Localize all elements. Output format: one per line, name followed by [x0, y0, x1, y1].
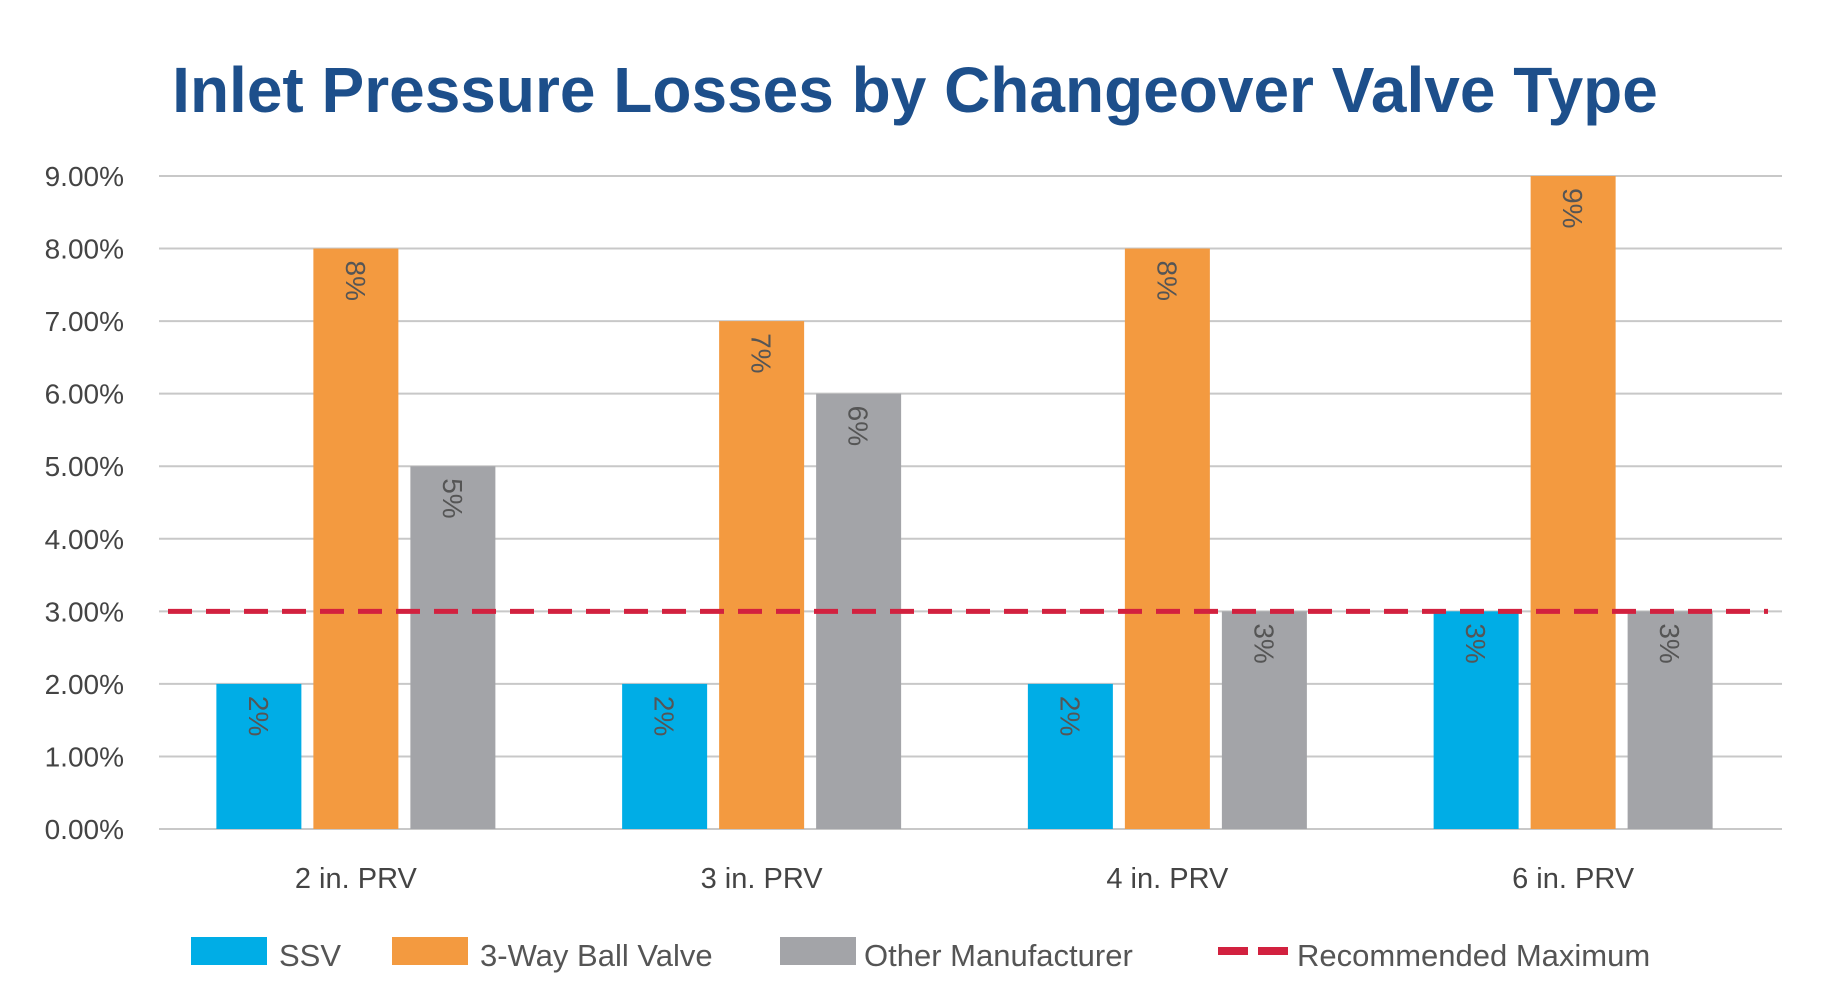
- bar-3-way-ball-valve: [313, 248, 399, 830]
- data-label: 8%: [1151, 261, 1182, 301]
- y-axis-ticks: 0.00% 1.00% 2.00% 3.00% 4.00% 5.00% 6.00% 7.00%…: [45, 161, 124, 845]
- x-category-label: 4 in. PRV: [1106, 863, 1229, 895]
- data-label: 3%: [1248, 623, 1279, 663]
- data-label: 3%: [1654, 623, 1685, 663]
- data-label: 6%: [843, 406, 874, 446]
- data-label: 5%: [437, 478, 468, 518]
- data-label: 7%: [746, 333, 777, 373]
- bars: 2% 8% 5% 2% 7% 6% 2% 8% 3% 3% 9% 3%: [216, 176, 1713, 830]
- bar-ssv: [216, 683, 302, 829]
- legend-label: Other Manufacturer: [864, 938, 1133, 973]
- data-label: 3%: [1460, 623, 1491, 663]
- x-category-label: 3 in. PRV: [701, 863, 824, 895]
- data-label: 8%: [340, 261, 371, 301]
- y-tick-label: 5.00%: [45, 451, 124, 482]
- chart-title: Inlet Pressure Losses by Changeover Valv…: [172, 54, 1658, 126]
- legend-swatch: [392, 937, 468, 965]
- data-label: 9%: [1557, 188, 1588, 228]
- bar-3-way-ball-valve: [1124, 248, 1210, 830]
- y-tick-label: 6.00%: [45, 379, 124, 410]
- legend-label: SSV: [279, 938, 341, 973]
- bar-other-manufacturer: [1221, 611, 1307, 829]
- x-category-label: 6 in. PRV: [1512, 863, 1635, 895]
- bar-3-way-ball-valve: [1530, 176, 1616, 829]
- legend: SSV 3-Way Ball Valve Other Manufacturer Rec…: [191, 937, 1650, 973]
- y-tick-label: 7.00%: [45, 306, 124, 337]
- legend-swatch: [191, 937, 267, 965]
- bar-3-way-ball-valve: [719, 321, 805, 829]
- x-axis-categories: 2 in. PRV 3 in. PRV 4 in. PRV 6 in. PRV: [295, 863, 1635, 895]
- y-tick-label: 9.00%: [45, 161, 124, 192]
- data-label: 2%: [243, 696, 274, 736]
- y-tick-label: 0.00%: [45, 814, 124, 845]
- data-label: 2%: [1054, 696, 1085, 736]
- bar-ssv: [1433, 611, 1519, 829]
- bar-other-manufacturer: [410, 466, 496, 829]
- y-tick-label: 8.00%: [45, 234, 124, 265]
- legend-swatch: [780, 937, 856, 965]
- y-tick-label: 1.00%: [45, 741, 124, 772]
- legend-label: 3-Way Ball Valve: [480, 938, 713, 973]
- y-tick-label: 3.00%: [45, 596, 124, 627]
- x-category-label: 2 in. PRV: [295, 863, 418, 895]
- y-tick-label: 4.00%: [45, 524, 124, 555]
- y-tick-label: 2.00%: [45, 669, 124, 700]
- data-label: 2%: [649, 696, 680, 736]
- legend-label: Recommended Maximum: [1297, 938, 1650, 973]
- bar-ssv: [1027, 683, 1113, 829]
- bar-other-manufacturer: [1627, 611, 1713, 829]
- bar-ssv: [622, 683, 708, 829]
